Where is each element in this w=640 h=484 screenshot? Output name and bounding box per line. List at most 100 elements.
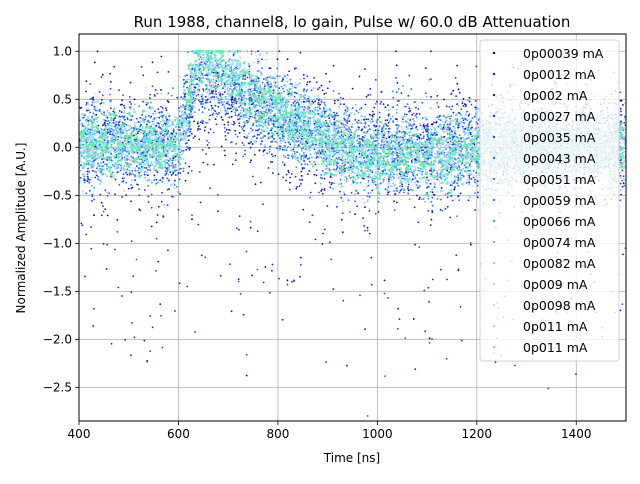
data-point	[385, 153, 387, 155]
data-point	[432, 123, 434, 125]
data-point	[231, 97, 233, 99]
data-point	[278, 87, 280, 89]
data-point	[276, 132, 278, 134]
data-point	[369, 196, 371, 198]
data-point	[620, 108, 622, 110]
data-point	[124, 107, 126, 109]
data-point	[393, 173, 395, 175]
data-point	[190, 75, 192, 77]
data-point	[255, 129, 257, 131]
data-point	[80, 223, 82, 225]
data-point	[294, 96, 296, 98]
data-point	[408, 111, 410, 113]
data-point	[225, 135, 227, 137]
data-point	[206, 84, 208, 86]
data-point	[477, 180, 479, 182]
data-point	[157, 261, 159, 263]
data-point	[80, 164, 82, 166]
data-point	[465, 167, 467, 169]
data-point	[401, 92, 403, 94]
data-point	[263, 282, 265, 284]
data-point	[270, 67, 272, 69]
data-point	[395, 193, 397, 195]
data-point	[231, 111, 233, 113]
data-point	[202, 88, 204, 90]
data-point	[356, 205, 358, 207]
data-point	[161, 181, 163, 183]
data-point	[398, 88, 400, 90]
data-point	[432, 134, 434, 136]
data-point	[383, 137, 385, 139]
data-point	[138, 188, 140, 190]
data-point	[205, 96, 207, 98]
data-point	[156, 125, 158, 127]
data-point	[417, 108, 419, 110]
data-point	[85, 234, 87, 236]
data-point	[363, 119, 365, 121]
data-point	[162, 107, 164, 109]
data-point	[342, 98, 344, 100]
data-point	[200, 56, 202, 58]
data-point	[113, 118, 115, 120]
data-point	[213, 96, 215, 98]
data-point	[137, 184, 139, 186]
data-point	[102, 205, 104, 207]
data-point	[278, 278, 280, 280]
data-point	[173, 131, 175, 133]
data-point	[301, 175, 303, 177]
data-point	[174, 310, 176, 312]
data-point	[285, 130, 287, 132]
data-point	[120, 104, 122, 106]
data-point	[462, 102, 464, 104]
data-point	[365, 104, 367, 106]
data-point	[150, 102, 152, 104]
data-point	[206, 140, 208, 142]
data-point	[392, 120, 394, 122]
data-point	[223, 106, 225, 108]
data-point	[202, 97, 204, 99]
data-point	[91, 195, 93, 197]
data-point	[396, 202, 398, 204]
data-point	[295, 166, 297, 168]
data-point	[114, 193, 116, 195]
data-point	[476, 107, 478, 109]
data-point	[230, 104, 232, 106]
data-point	[185, 143, 187, 145]
data-point	[452, 90, 454, 92]
data-point	[285, 180, 287, 182]
data-point	[462, 126, 464, 128]
data-point	[151, 207, 153, 209]
data-point	[456, 83, 458, 85]
data-point	[252, 143, 254, 145]
data-point	[410, 189, 412, 191]
data-point	[237, 119, 239, 121]
data-point	[136, 259, 138, 261]
data-point	[109, 134, 111, 136]
data-point	[103, 243, 105, 245]
data-point	[86, 110, 88, 112]
data-point	[82, 117, 84, 119]
data-point	[126, 169, 128, 171]
data-point	[248, 143, 250, 145]
data-point	[419, 113, 421, 115]
data-point	[216, 124, 218, 126]
data-point	[136, 118, 138, 120]
data-point	[313, 77, 315, 79]
data-point	[433, 122, 435, 124]
data-point	[154, 110, 156, 112]
data-point	[249, 100, 251, 102]
data-point	[217, 114, 219, 116]
data-point	[308, 157, 310, 159]
data-point	[289, 189, 291, 191]
data-point	[282, 77, 284, 79]
data-point	[227, 103, 229, 105]
data-point	[169, 165, 171, 167]
data-point	[204, 256, 206, 258]
data-point	[239, 132, 241, 134]
data-point	[323, 93, 325, 95]
data-point	[371, 284, 373, 286]
data-point	[243, 314, 245, 316]
data-point	[125, 171, 127, 173]
data-point	[107, 215, 109, 217]
data-point	[222, 119, 224, 121]
